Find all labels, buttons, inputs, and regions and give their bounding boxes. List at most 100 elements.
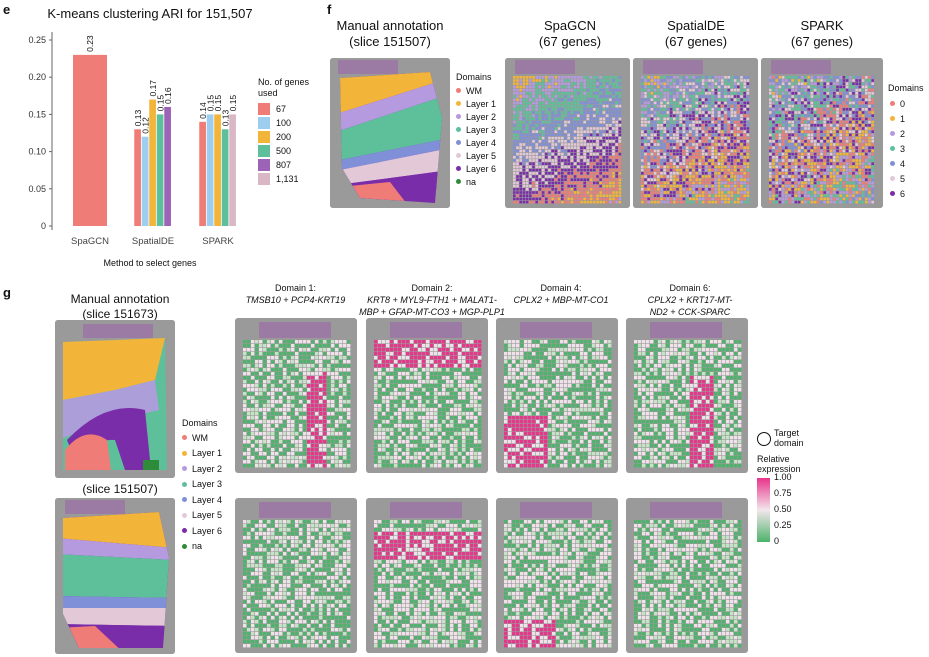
spot: [817, 98, 820, 101]
spot: [692, 191, 695, 194]
spot: [583, 104, 586, 108]
spot: [529, 120, 532, 124]
spot: [589, 178, 593, 181]
expression-spot: [243, 400, 247, 404]
spot: [724, 194, 727, 197]
spot: [532, 197, 535, 201]
spot: [858, 194, 862, 197]
spot: [842, 130, 846, 133]
spot: [573, 200, 577, 204]
spot: [733, 133, 737, 137]
spot: [685, 165, 689, 169]
spot: [804, 146, 807, 149]
spot: [519, 92, 522, 95]
expression-spot: [323, 400, 327, 404]
spot: [612, 194, 615, 197]
spot: [737, 88, 740, 92]
expression-spot: [291, 408, 295, 412]
spot: [529, 117, 532, 121]
spot: [567, 152, 570, 156]
spot: [583, 200, 586, 204]
spot: [679, 114, 682, 117]
spot: [647, 159, 650, 162]
spot: [522, 143, 526, 146]
expression-spot: [295, 440, 299, 444]
expression-spot: [343, 448, 347, 452]
spot: [733, 172, 737, 175]
spot: [647, 82, 650, 85]
spot: [529, 156, 532, 159]
spot: [644, 101, 647, 105]
spot: [813, 146, 817, 149]
spot: [615, 159, 618, 162]
spot: [615, 184, 618, 188]
spot: [554, 92, 558, 95]
f-title-spark: SPARK (67 genes): [762, 18, 882, 50]
spot: [740, 85, 743, 89]
y-tick-label: 0.05: [28, 184, 46, 194]
spot: [733, 98, 737, 101]
spot: [701, 159, 705, 162]
spot: [570, 184, 574, 188]
spot: [807, 197, 810, 201]
spot: [673, 79, 676, 82]
spot: [868, 108, 871, 111]
spot: [829, 181, 833, 185]
spot: [551, 79, 554, 82]
expression-spot: [295, 396, 299, 400]
spot: [602, 188, 606, 191]
spot: [676, 133, 679, 137]
spot: [826, 114, 830, 117]
spot: [641, 159, 644, 162]
spot: [833, 98, 836, 101]
expression-spot: [275, 448, 279, 452]
spot: [522, 108, 526, 111]
spot: [871, 181, 874, 185]
spot: [858, 152, 862, 156]
spot: [516, 95, 519, 98]
expression-spot: [347, 416, 351, 420]
legend-label: Layer 5: [466, 150, 497, 161]
expression-spot: [283, 340, 287, 344]
spot: [666, 92, 670, 95]
spot: [829, 95, 833, 98]
expression-spot: [347, 408, 351, 412]
spot: [599, 76, 602, 79]
expression-spot: [287, 352, 291, 356]
spot: [724, 108, 727, 111]
spot: [593, 168, 596, 172]
spot: [663, 156, 666, 159]
spot: [836, 92, 839, 95]
spot: [685, 140, 689, 143]
spot: [740, 143, 743, 146]
bar: [214, 114, 221, 226]
spot: [567, 76, 570, 79]
expression-spot: [295, 404, 299, 408]
expression-spot: [311, 420, 315, 424]
spot: [538, 101, 542, 105]
spot: [618, 82, 622, 85]
spot: [567, 124, 570, 127]
spot: [641, 76, 644, 79]
legend-label: Layer 5: [192, 510, 223, 521]
spot: [740, 136, 743, 140]
expression-spot: [311, 364, 315, 368]
spot: [826, 130, 830, 133]
spot: [596, 104, 599, 108]
expression-spot: [279, 356, 283, 360]
expression-spot: [263, 424, 267, 428]
spot: [807, 152, 810, 156]
spot: [695, 85, 698, 89]
expression-spot: [251, 352, 255, 356]
spot: [641, 191, 644, 194]
spot: [609, 188, 612, 191]
spot: [701, 181, 705, 185]
spot: [516, 108, 519, 111]
spot: [833, 111, 836, 114]
expression-spot: [323, 416, 327, 420]
expression-spot: [347, 432, 351, 436]
expression-spot: [279, 412, 283, 416]
spot: [705, 159, 708, 162]
expression-spot: [331, 384, 335, 388]
spot: [701, 191, 705, 194]
